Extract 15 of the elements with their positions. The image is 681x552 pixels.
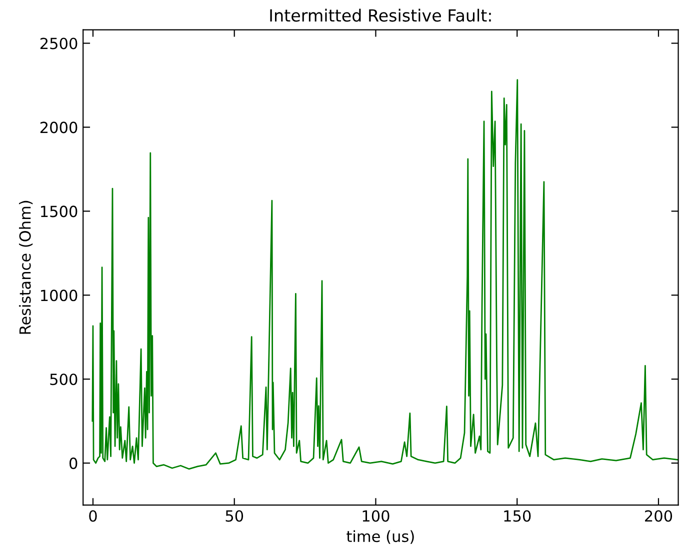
y-axis-title: Resistance (Ohm) xyxy=(18,200,33,334)
chart-title: Intermitted Resistive Fault: xyxy=(270,8,491,22)
y-tick-label: 1000 xyxy=(41,290,78,302)
x-axis-title: time (us) xyxy=(346,530,414,544)
y-tick-label: 1500 xyxy=(41,206,78,218)
y-tick-label: 2500 xyxy=(40,38,78,50)
x-tick-label: 50 xyxy=(226,510,244,522)
x-tick-label: 150 xyxy=(504,510,531,522)
line-series xyxy=(92,79,678,470)
y-tick-label: 2000 xyxy=(40,122,78,134)
y-tick-label: 0 xyxy=(70,458,78,470)
x-tick-label: 0 xyxy=(89,510,97,522)
x-tick-label: 200 xyxy=(645,510,672,522)
y-tick-label: 500 xyxy=(50,374,78,386)
x-tick-label: 100 xyxy=(362,510,390,522)
